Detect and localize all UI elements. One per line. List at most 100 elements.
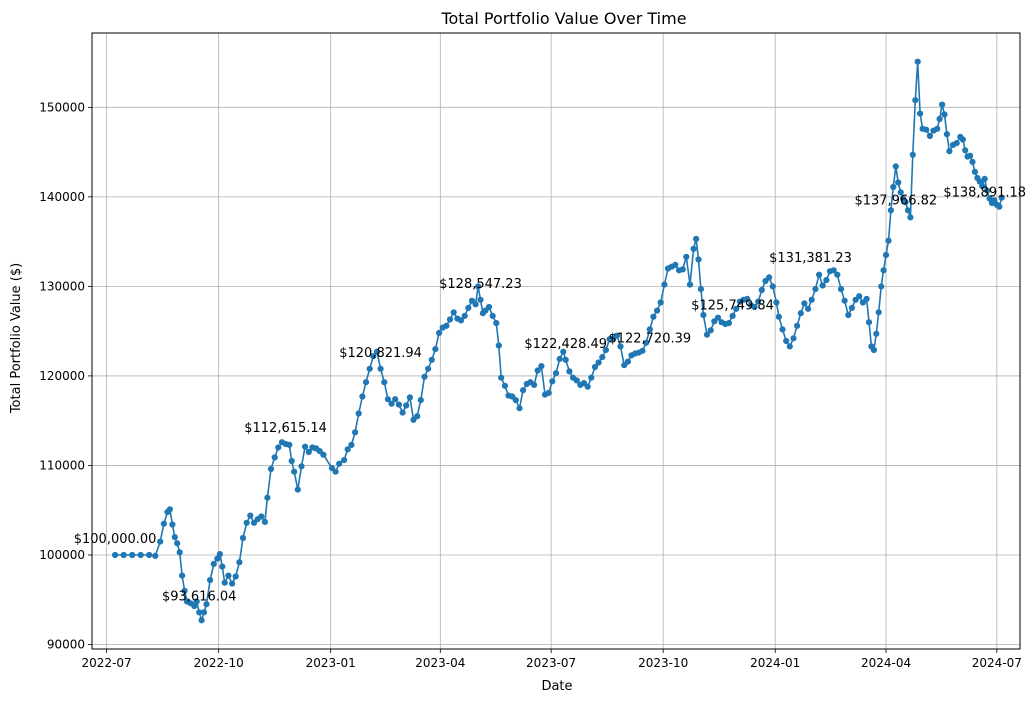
y-axis-label: Total Portfolio Value ($) — [9, 263, 24, 414]
data-point — [959, 136, 966, 143]
annotation-label: $131,381.23 — [769, 251, 852, 266]
data-point — [794, 322, 801, 329]
data-point — [941, 111, 948, 118]
data-point — [878, 283, 885, 290]
data-point — [388, 400, 395, 407]
data-point — [786, 343, 793, 350]
data-point — [602, 346, 610, 354]
data-point — [917, 110, 924, 117]
data-point — [512, 397, 519, 404]
data-point — [923, 126, 930, 133]
x-tick-label: 2024-04 — [861, 656, 911, 670]
data-point — [275, 444, 282, 451]
data-point — [112, 551, 119, 559]
data-point — [305, 448, 312, 456]
data-point — [969, 158, 976, 165]
data-point — [489, 312, 496, 319]
data-point — [562, 356, 569, 363]
series-markers — [112, 58, 1005, 624]
data-point — [744, 295, 751, 302]
data-point — [225, 572, 232, 579]
data-point — [520, 387, 527, 394]
y-tick-label: 130000 — [39, 279, 85, 293]
y-tick-label: 120000 — [39, 369, 85, 383]
annotation-label: $137,966.82 — [854, 194, 937, 209]
data-point — [996, 203, 1003, 210]
data-point — [384, 396, 391, 403]
data-point — [895, 179, 902, 186]
data-point — [729, 312, 736, 319]
data-point — [461, 312, 468, 319]
data-point — [359, 393, 366, 400]
data-point — [841, 297, 848, 304]
annotation-label: $122,428.49 — [524, 337, 607, 352]
data-point — [890, 183, 897, 191]
data-point — [373, 348, 381, 355]
data-point — [179, 572, 186, 579]
data-point — [733, 305, 740, 312]
data-point — [904, 207, 912, 214]
data-point — [247, 512, 254, 519]
data-point — [219, 563, 226, 570]
data-point — [863, 295, 870, 302]
data-point — [344, 446, 351, 453]
data-point — [267, 465, 275, 473]
data-point — [501, 382, 508, 389]
data-point — [573, 377, 580, 384]
data-point — [679, 266, 686, 273]
data-point — [690, 245, 697, 252]
data-point — [291, 468, 298, 475]
data-point — [355, 410, 362, 417]
data-point — [697, 286, 705, 293]
data-point — [892, 163, 899, 170]
data-point — [196, 609, 203, 616]
y-tick-label: 110000 — [39, 458, 85, 472]
data-point — [870, 346, 878, 354]
x-tick-label: 2022-07 — [82, 656, 132, 670]
y-tick-label: 140000 — [39, 190, 85, 204]
data-point — [695, 256, 702, 263]
data-point — [700, 311, 707, 319]
data-point — [907, 214, 914, 221]
x-tick-label: 2023-01 — [306, 656, 356, 670]
data-point — [834, 271, 841, 278]
data-point — [538, 363, 545, 370]
data-point — [661, 281, 668, 288]
data-point — [613, 332, 621, 339]
data-point — [882, 251, 890, 259]
data-point — [152, 552, 159, 560]
data-point — [873, 330, 880, 337]
data-point — [686, 281, 694, 288]
data-point — [599, 354, 606, 361]
annotation-label: $138,891.18 — [943, 186, 1026, 201]
annotation-label: $93,616.04 — [162, 589, 236, 604]
data-point — [967, 152, 974, 159]
data-point — [198, 617, 205, 624]
data-point — [693, 235, 700, 242]
data-point — [425, 365, 432, 372]
data-point — [897, 189, 904, 196]
data-point — [261, 518, 268, 526]
data-point — [805, 305, 812, 312]
data-point — [912, 97, 919, 104]
y-tick-label: 100000 — [39, 548, 85, 562]
x-tick-label: 2023-10 — [638, 656, 688, 670]
annotation-label: $112,615.14 — [244, 421, 327, 436]
data-point — [472, 301, 479, 308]
data-point — [229, 580, 236, 587]
data-point — [755, 298, 762, 305]
y-tick-label: 150000 — [39, 100, 85, 114]
data-point — [971, 168, 979, 175]
data-point — [146, 551, 153, 559]
data-point — [243, 519, 250, 526]
data-point — [654, 307, 661, 314]
data-point — [790, 335, 797, 342]
data-point — [646, 326, 653, 333]
data-point — [595, 359, 602, 366]
data-point — [909, 151, 916, 158]
data-point — [366, 365, 373, 372]
data-point — [403, 402, 410, 409]
data-point — [352, 429, 359, 436]
x-tick-label: 2023-04 — [415, 656, 465, 670]
